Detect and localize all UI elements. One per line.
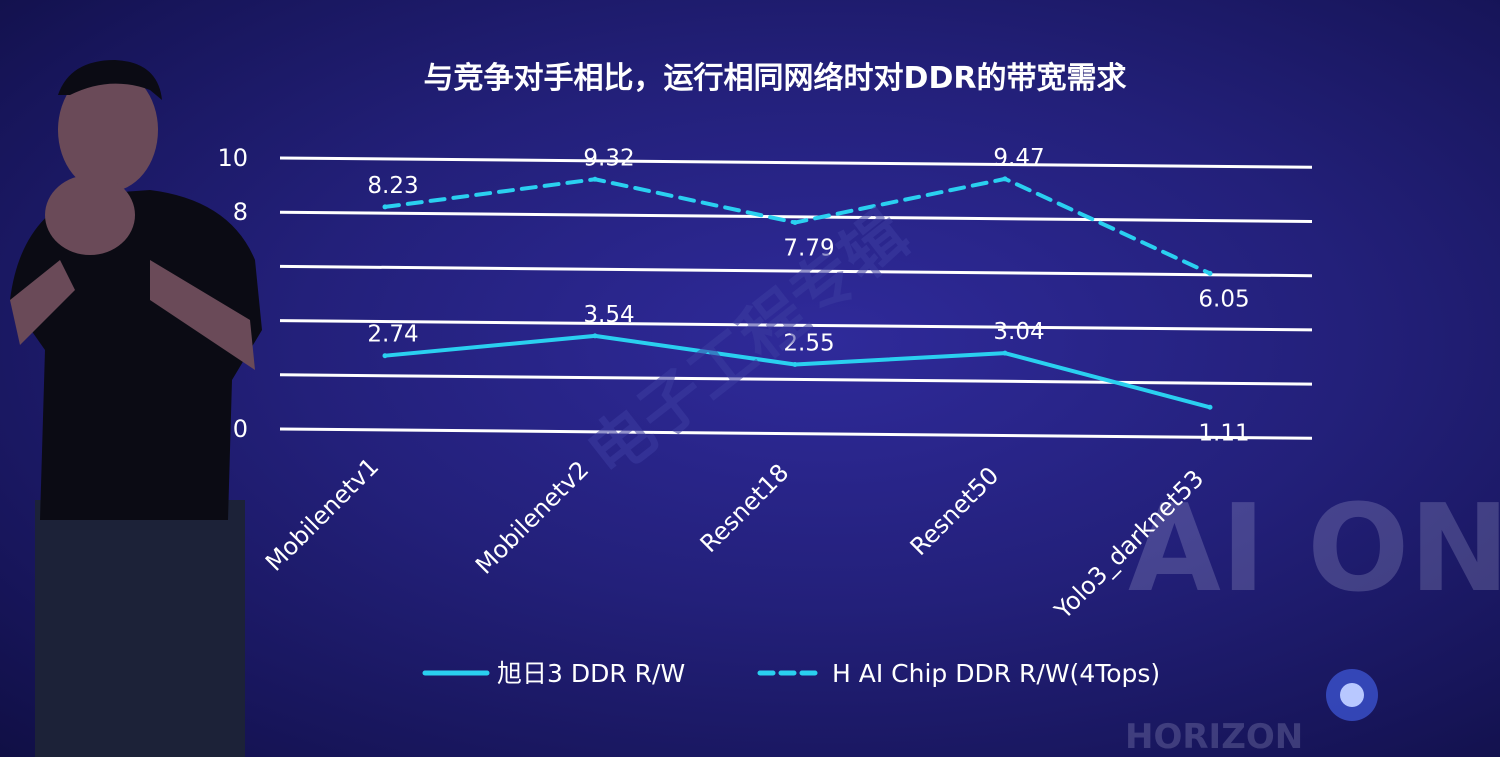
- data-point: [382, 353, 388, 359]
- x-tick-label: Resnet18: [695, 458, 795, 558]
- x-tick-label: Mobilenetv1: [260, 452, 384, 576]
- legend-label: 旭日3 DDR R/W: [497, 659, 685, 688]
- data-point: [592, 333, 598, 339]
- gridline-3: [279, 264, 1313, 278]
- data-point: [1207, 404, 1213, 410]
- data-point: [592, 176, 598, 182]
- x-tick-label: Resnet50: [905, 461, 1005, 561]
- backdrop-logo: AI ON HORIZON: [1125, 480, 1500, 757]
- gridline-4: [279, 210, 1313, 223]
- data-point: [792, 220, 798, 226]
- gridline-1: [279, 373, 1313, 386]
- data-label: 1.11: [1198, 420, 1249, 446]
- x-axis-ticks: Mobilenetv1 Mobilenetv2 Resnet18 Resnet50 Yo…: [260, 452, 1209, 625]
- y-tick-label: 8: [233, 198, 248, 226]
- gridlines: [279, 156, 1313, 440]
- gridline-0: [279, 427, 1313, 440]
- data-label: 9.47: [993, 145, 1044, 171]
- data-label: 6.05: [1198, 286, 1249, 312]
- data-labels: 2.74 3.54 2.55 3.04 1.11 8.23 9.32 7.79 9.47 6.05: [367, 145, 1249, 446]
- y-tick-label: 10: [217, 144, 248, 172]
- data-label: 3.54: [583, 302, 634, 328]
- data-label: 3.04: [993, 319, 1044, 345]
- data-label: 2.74: [367, 322, 418, 348]
- data-label: 7.79: [783, 236, 834, 262]
- gridline-5: [279, 156, 1313, 169]
- data-point: [382, 204, 388, 210]
- stage-light-core: [1340, 683, 1364, 707]
- x-tick-label: Mobilenetv2: [470, 455, 594, 579]
- chart-title: 与竞争对手相比，运行相同网络时对DDR的带宽需求: [424, 61, 1127, 96]
- legend: 旭日3 DDR R/W H AI Chip DDR R/W(4Tops): [422, 659, 1160, 688]
- gridline-2: [279, 319, 1313, 332]
- watermark-text: 电子工程专辑: [574, 198, 922, 493]
- data-label: 9.32: [583, 145, 634, 171]
- data-point: [1002, 350, 1008, 356]
- presenter-photo: [10, 60, 262, 757]
- data-label: 8.23: [367, 173, 418, 199]
- data-label: 2.55: [783, 331, 834, 357]
- series-layer: [382, 176, 1213, 410]
- backdrop-logo-letters: AI ON: [1128, 480, 1500, 619]
- backdrop-logo-sub: HORIZON: [1125, 717, 1303, 757]
- legend-label: H AI Chip DDR R/W(4Tops): [832, 659, 1160, 688]
- y-axis-ticks: 0 8 10: [217, 144, 248, 443]
- y-tick-label: 0: [233, 415, 248, 443]
- data-point: [792, 362, 798, 368]
- data-point: [1002, 176, 1008, 182]
- data-point: [1207, 270, 1213, 276]
